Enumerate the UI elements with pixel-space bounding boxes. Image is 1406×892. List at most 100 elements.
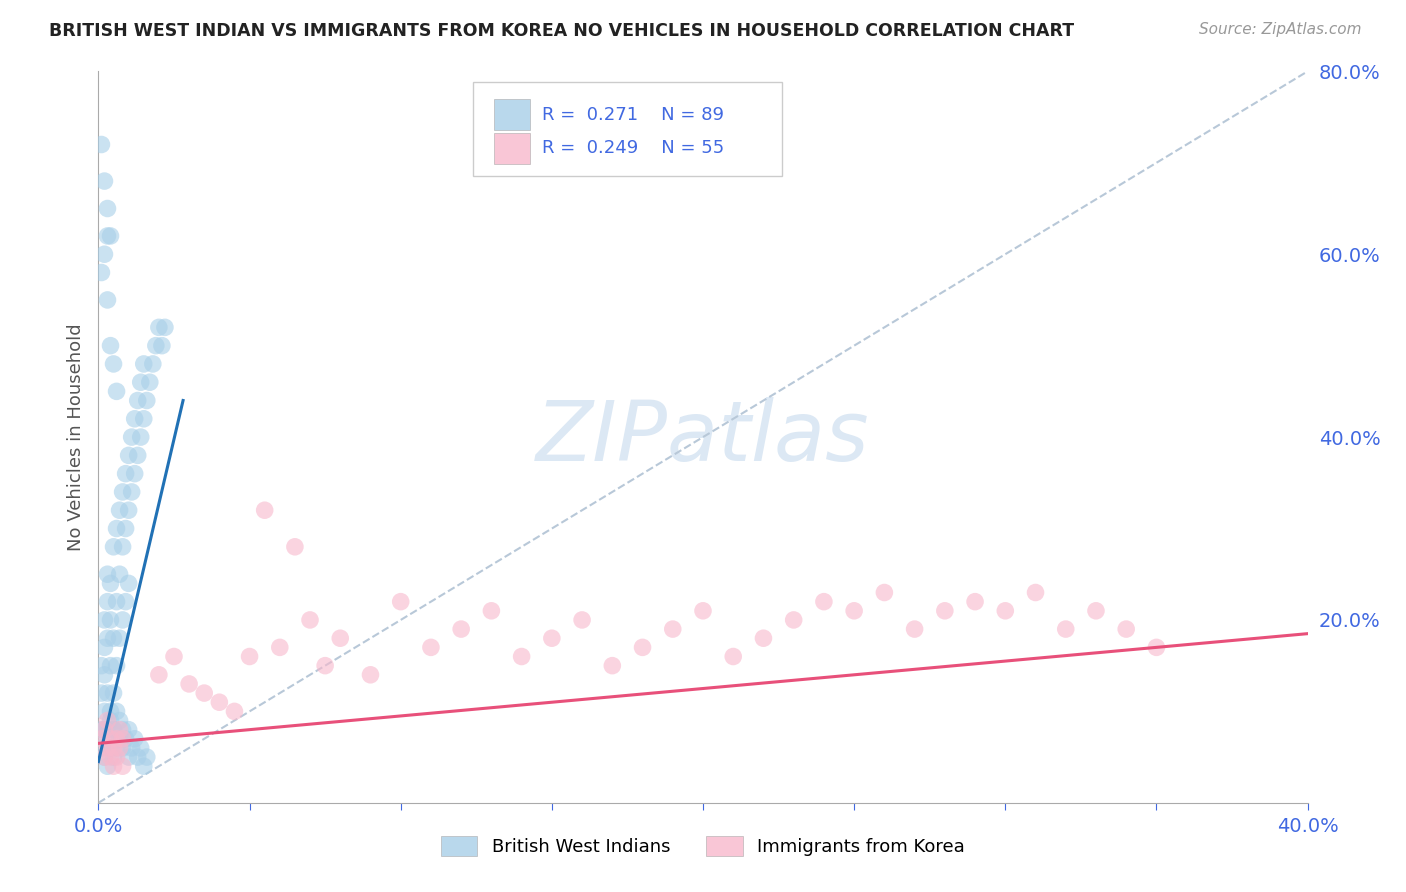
Point	[90, 266, 112, 280]
Point	[100, 750, 122, 764]
Point	[93, 723, 115, 737]
Point	[329, 632, 352, 646]
Point	[129, 430, 152, 444]
Point	[934, 604, 956, 618]
Text: BRITISH WEST INDIAN VS IMMIGRANTS FROM KOREA NO VEHICLES IN HOUSEHOLD CORRELATIO: BRITISH WEST INDIAN VS IMMIGRANTS FROM K…	[49, 22, 1074, 40]
Point	[114, 731, 136, 746]
Point	[90, 731, 112, 746]
Point	[1115, 622, 1137, 636]
Point	[118, 448, 141, 462]
Point	[93, 174, 115, 188]
Point	[96, 632, 118, 646]
Text: R =  0.271    N = 89: R = 0.271 N = 89	[543, 105, 724, 123]
Point	[135, 393, 157, 408]
Point	[723, 649, 745, 664]
Y-axis label: No Vehicles in Household: No Vehicles in Household	[66, 323, 84, 551]
Point	[1054, 622, 1077, 636]
Point	[96, 686, 118, 700]
Point	[150, 338, 173, 352]
Point	[540, 632, 562, 646]
Point	[129, 740, 152, 755]
Point	[111, 613, 134, 627]
Point	[132, 412, 155, 426]
Point	[93, 723, 115, 737]
Point	[103, 750, 125, 764]
Point	[127, 393, 149, 408]
Point	[96, 229, 118, 244]
Point	[132, 357, 155, 371]
Point	[135, 750, 157, 764]
Point	[100, 731, 122, 746]
Point	[299, 613, 322, 627]
Point	[90, 658, 112, 673]
Point	[510, 649, 533, 664]
Point	[121, 430, 143, 444]
Point	[193, 686, 215, 700]
Point	[103, 723, 125, 737]
Point	[132, 759, 155, 773]
Point	[114, 467, 136, 481]
Point	[105, 705, 128, 719]
Text: ZIPatlas: ZIPatlas	[536, 397, 870, 477]
Point	[111, 540, 134, 554]
Point	[100, 229, 122, 244]
Point	[145, 338, 167, 352]
Point	[96, 594, 118, 608]
Point	[124, 412, 146, 426]
Point	[1144, 640, 1167, 655]
Point	[96, 759, 118, 773]
Point	[813, 594, 835, 608]
Point	[108, 731, 131, 746]
Point	[142, 357, 165, 371]
Point	[481, 604, 503, 618]
Legend: British West Indians, Immigrants from Korea: British West Indians, Immigrants from Ko…	[434, 829, 972, 863]
FancyBboxPatch shape	[474, 82, 782, 176]
Point	[1085, 604, 1108, 618]
Point	[93, 613, 115, 627]
Text: Source: ZipAtlas.com: Source: ZipAtlas.com	[1198, 22, 1361, 37]
Point	[360, 667, 382, 681]
Point	[114, 521, 136, 535]
Point	[661, 622, 683, 636]
Point	[752, 632, 775, 646]
Point	[783, 613, 806, 627]
Point	[111, 759, 134, 773]
Point	[103, 723, 125, 737]
Point	[153, 320, 176, 334]
Point	[103, 759, 125, 773]
Point	[124, 731, 146, 746]
Point	[127, 750, 149, 764]
Point	[103, 632, 125, 646]
Point	[420, 640, 443, 655]
Point	[111, 740, 134, 755]
FancyBboxPatch shape	[494, 133, 530, 163]
Point	[93, 750, 115, 764]
Point	[114, 594, 136, 608]
Point	[93, 723, 115, 737]
Point	[602, 658, 624, 673]
Point	[100, 576, 122, 591]
Point	[100, 740, 122, 755]
Point	[93, 667, 115, 681]
Point	[108, 632, 131, 646]
Point	[1024, 585, 1046, 599]
Point	[96, 567, 118, 582]
Point	[253, 503, 276, 517]
Point	[100, 714, 122, 728]
Point	[965, 594, 987, 608]
Point	[121, 485, 143, 500]
Point	[450, 622, 472, 636]
FancyBboxPatch shape	[494, 99, 530, 130]
Point	[108, 503, 131, 517]
Point	[108, 567, 131, 582]
Point	[904, 622, 927, 636]
Point	[118, 503, 141, 517]
Point	[124, 467, 146, 481]
Point	[103, 686, 125, 700]
Point	[100, 613, 122, 627]
Point	[692, 604, 714, 618]
Point	[121, 740, 143, 755]
Point	[224, 705, 246, 719]
Point	[96, 202, 118, 216]
Point	[163, 649, 186, 664]
